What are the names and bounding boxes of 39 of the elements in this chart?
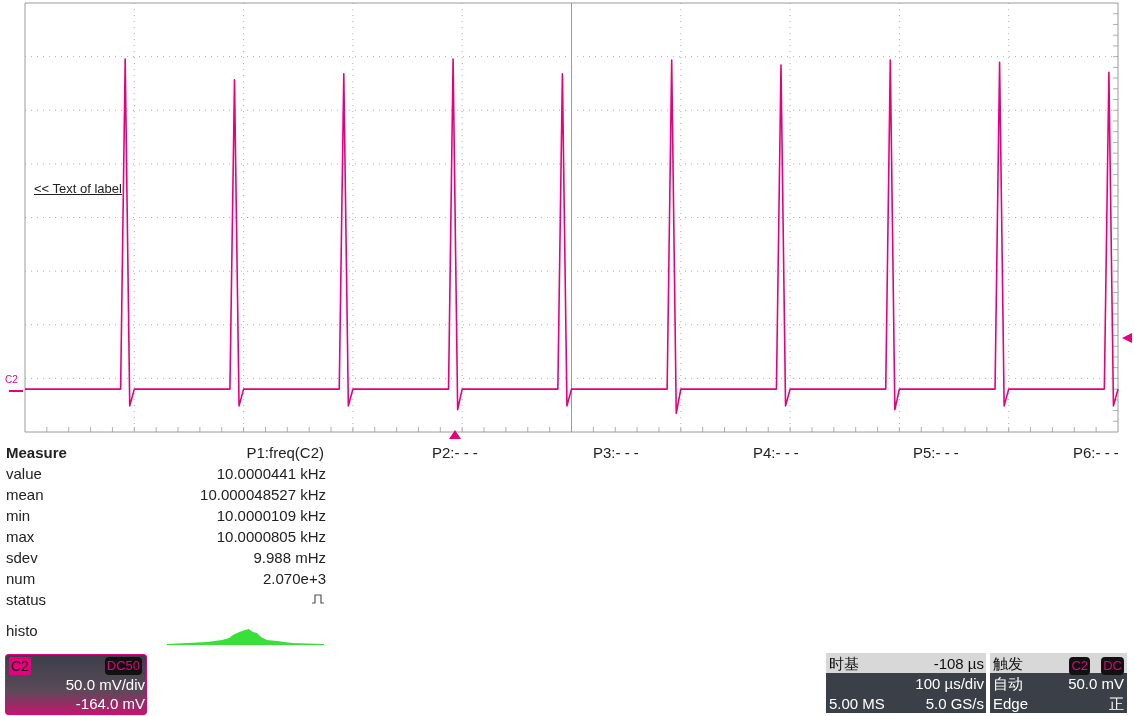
text: 正 <box>1109 695 1124 713</box>
text: P1:freq(C2) <box>246 444 324 462</box>
text: num <box>6 570 36 588</box>
text: min <box>6 507 31 525</box>
text: mean <box>6 486 44 504</box>
text: P2:- - - <box>432 444 478 462</box>
text: -108 µs <box>933 655 984 673</box>
text: P4:- - - <box>753 444 799 462</box>
text: 5.0 GS/s <box>925 695 984 713</box>
text: max <box>6 528 35 546</box>
text: Measure <box>6 444 67 462</box>
text: 5.00 MS <box>829 695 885 713</box>
text: 10.0000109 kHz <box>216 507 326 525</box>
text: P5:- - - <box>913 444 959 462</box>
annotation: << Text of label <box>34 180 122 198</box>
text: C2 <box>9 657 31 675</box>
text: histo <box>6 622 38 640</box>
text: 自动 <box>993 675 1023 693</box>
text: status <box>6 591 47 609</box>
text: DC <box>1101 657 1124 675</box>
text: 时基 <box>829 655 859 673</box>
text: 9.988 mHz <box>253 549 326 567</box>
series-label: C2 <box>5 374 18 385</box>
text: 10.000048527 kHz <box>200 486 326 504</box>
text: 100 µs/div <box>915 675 984 693</box>
text: 50.0 mV/div <box>65 676 145 694</box>
text: DC50 <box>104 657 142 675</box>
text: value <box>6 465 42 483</box>
text: -164.0 mV <box>75 695 145 713</box>
text: 2.070e+3 <box>263 570 326 588</box>
text: 10.0000805 kHz <box>216 528 326 546</box>
text: 50.0 mV <box>1068 675 1124 693</box>
text: 10.0000441 kHz <box>216 465 326 483</box>
text: P6:- - - <box>1073 444 1119 462</box>
text: sdev <box>6 549 38 567</box>
text: Edge <box>993 695 1029 713</box>
text: P3:- - - <box>593 444 639 462</box>
text: 触发 <box>993 655 1023 673</box>
text: C2 <box>1069 657 1090 675</box>
